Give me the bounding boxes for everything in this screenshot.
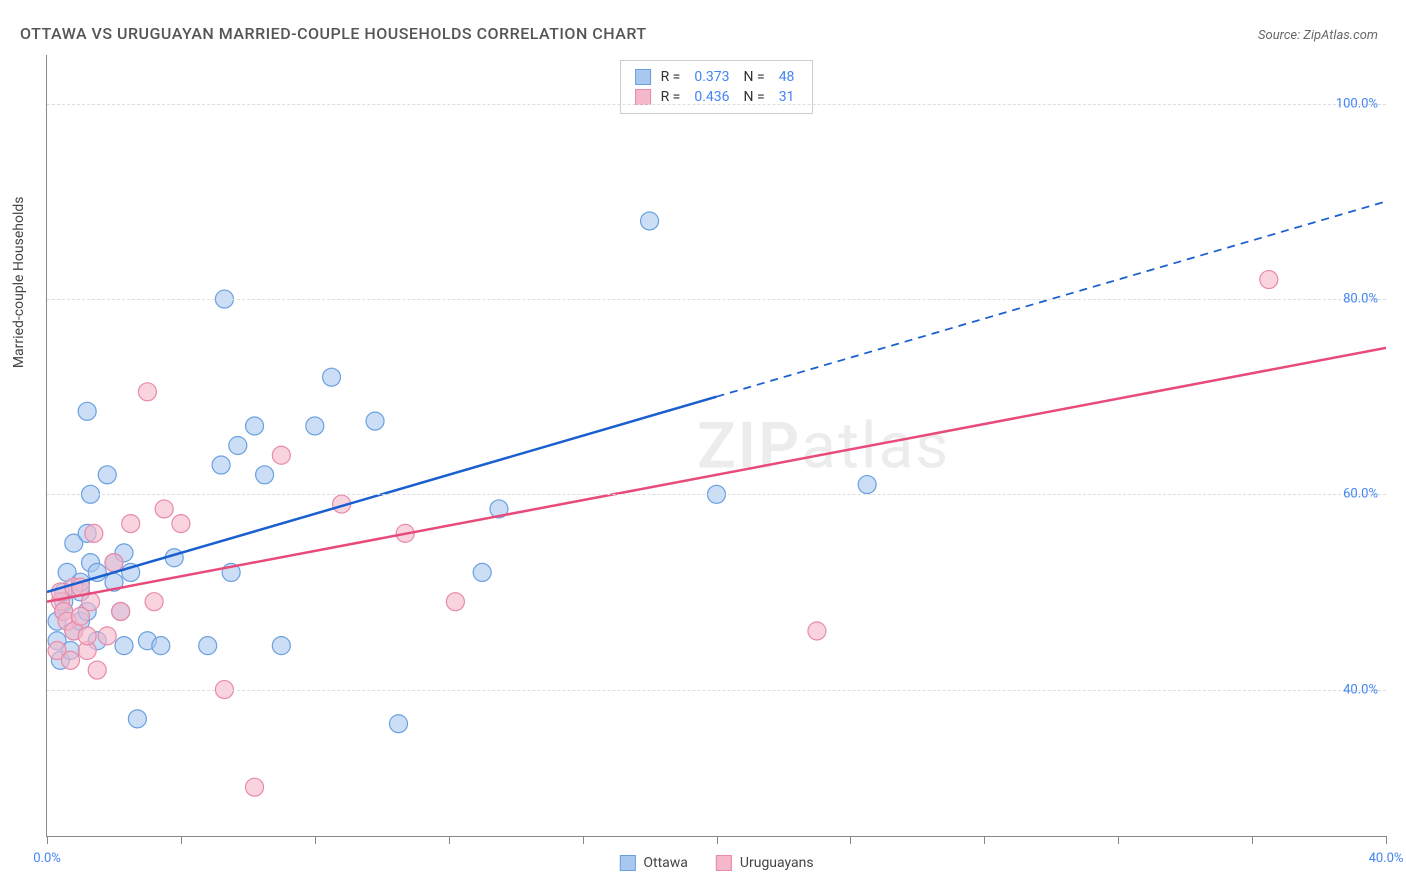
swatch-uruguayans (635, 89, 651, 105)
r-value-ottawa: 0.373 (690, 69, 733, 85)
chart-container: OTTAWA VS URUGUAYAN MARRIED-COUPLE HOUSE… (0, 0, 1406, 892)
scatter-svg (47, 55, 1386, 836)
source-attribution: Source: ZipAtlas.com (1258, 28, 1378, 43)
watermark-bold: ZIP (697, 408, 801, 483)
swatch-ottawa (635, 69, 651, 85)
x-tick-label: 0.0% (33, 851, 61, 866)
legend-row-ottawa: R = 0.373 N = 48 (635, 67, 799, 87)
legend-correlation: R = 0.373 N = 48 R = 0.436 N = 31 (620, 60, 814, 114)
legend-label-ottawa: Ottawa (643, 855, 688, 871)
swatch-uruguayans (716, 855, 732, 871)
y-axis-title: Married-couple Households (11, 196, 27, 368)
r-label: R = (661, 69, 681, 85)
y-tick-label: 40.0% (1343, 682, 1378, 697)
y-tick-label: 80.0% (1343, 292, 1378, 307)
plot-area: Married-couple Households ZIPatlas R = 0… (46, 55, 1386, 837)
n-label: N = (744, 69, 765, 85)
watermark-light: atlas (801, 408, 950, 483)
n-value-ottawa: 48 (775, 69, 799, 85)
chart-title: OTTAWA VS URUGUAYAN MARRIED-COUPLE HOUSE… (20, 24, 647, 43)
legend-item-ottawa: Ottawa (619, 855, 688, 871)
y-tick-label: 100.0% (1336, 96, 1378, 111)
y-tick-label: 60.0% (1343, 487, 1378, 502)
n-value-uruguayans: 31 (775, 89, 799, 105)
r-value-uruguayans: 0.436 (690, 89, 733, 105)
r-label: R = (661, 89, 681, 105)
swatch-ottawa (619, 855, 635, 871)
legend-label-uruguayans: Uruguayans (740, 855, 814, 871)
legend-item-uruguayans: Uruguayans (716, 855, 814, 871)
watermark: ZIPatlas (697, 408, 950, 483)
legend-series: Ottawa Uruguayans (619, 855, 813, 871)
n-label: N = (744, 89, 765, 105)
x-tick-label: 40.0% (1369, 851, 1404, 866)
